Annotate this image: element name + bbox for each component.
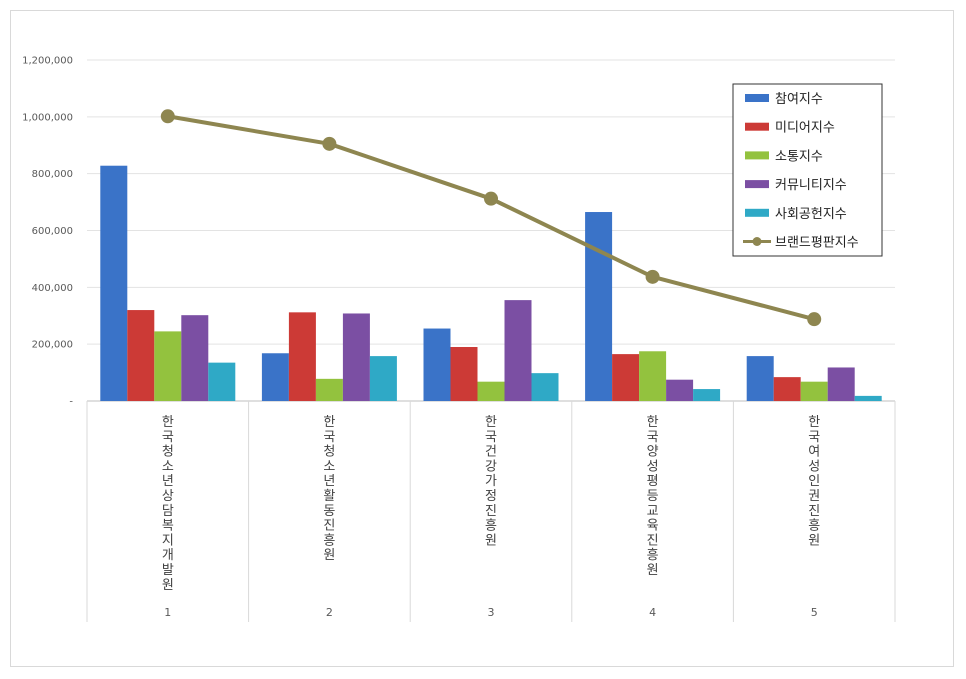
x-index-label: 2 [326,606,333,619]
legend-swatch [745,208,769,217]
bar [127,310,155,401]
bar [100,165,128,401]
x-axis: 한 국 청 소 년 상 담 복 지 개 발 원 1 한 국 청 소 년 활 동 진 흥 원 2 한 국 건 강 가 정 진 흥 원 3 한 국 양 성 평 등… [162,415,820,619]
bar [477,381,505,401]
legend-swatch [745,151,769,160]
legend-label: 커뮤니티지수 [775,178,847,193]
y-tick-label: 1,200,000 [22,56,73,67]
bar [666,379,694,401]
y-tick-label: 1,000,000 [22,112,73,123]
bar [854,395,882,401]
bar [154,331,182,401]
legend-label: 사회공헌지수 [775,207,847,222]
line-point [807,312,822,327]
x-index-label: 4 [649,606,656,619]
legend-swatch [745,180,769,189]
bar [450,347,478,401]
bar [693,389,721,401]
legend-label: 브랜드평판지수 [775,236,859,251]
y-tick-label: 400,000 [32,283,73,294]
y-tick-label: 600,000 [32,226,73,237]
bar [423,328,451,401]
bar [639,351,667,401]
legend-label: 참여지수 [775,92,823,107]
y-tick-label: 200,000 [32,340,73,351]
x-index-label: 5 [811,606,818,619]
legend-box [732,83,883,257]
bar [315,378,343,401]
x-index-label: 3 [488,606,495,619]
line-point [160,109,175,124]
bar [612,354,640,401]
bar [800,381,828,401]
legend-swatch [745,94,769,102]
bar [827,367,855,401]
category-dividers [86,401,896,622]
legend-swatch [745,122,769,131]
line-series [160,109,822,327]
bars [100,165,882,401]
line-path [167,114,815,322]
y-axis: - 200,000 400,000 600,000 800,000 1,000,000 1,… [22,56,73,408]
y-tick-label: - [69,397,73,408]
bar [773,377,801,401]
line-point [322,136,337,151]
bar [288,312,316,401]
bar [531,373,559,401]
legend-label: 미디어지수 [775,121,835,136]
line-point [645,269,660,284]
bar [369,356,397,401]
bar [261,353,289,401]
bar [342,313,370,401]
legend-swatch-marker [752,237,762,246]
bar [585,212,613,401]
bar [208,362,236,401]
line-point [484,191,498,206]
y-tick-label: 800,000 [32,169,73,180]
legend-label: 소통지수 [775,149,823,164]
x-index-label: 1 [164,606,171,619]
bar [504,300,532,401]
bar [181,315,209,401]
bar [746,356,774,401]
